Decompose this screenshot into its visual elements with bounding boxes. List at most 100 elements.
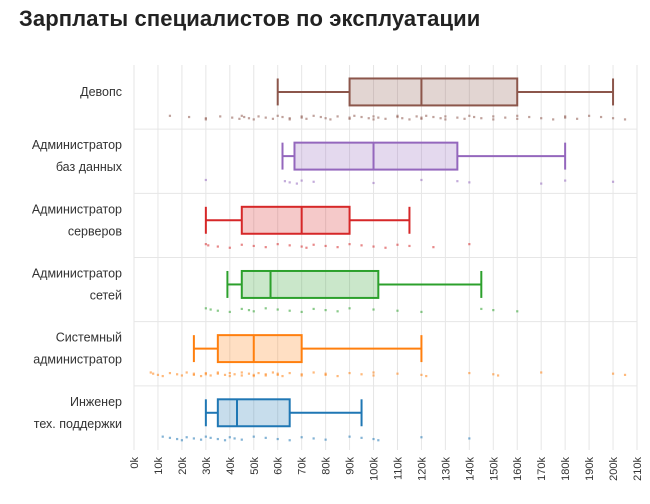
data-point	[264, 373, 267, 376]
data-point	[240, 114, 243, 117]
category-label: Администратор	[32, 138, 122, 152]
x-tick-label: 70k	[297, 457, 309, 475]
category-label: сетей	[90, 288, 122, 302]
data-point	[300, 245, 303, 248]
data-point	[540, 182, 543, 185]
x-tick-label: 170k	[536, 457, 548, 481]
data-point	[415, 115, 418, 118]
data-point	[276, 372, 279, 375]
data-point	[228, 310, 231, 314]
x-tick-label: 110k	[392, 457, 404, 481]
data-point	[209, 436, 212, 439]
data-point	[372, 245, 375, 248]
data-point	[288, 371, 291, 375]
data-point	[439, 117, 442, 120]
data-point	[185, 371, 188, 374]
data-point	[204, 373, 207, 376]
data-point	[300, 115, 303, 118]
data-point	[233, 437, 236, 440]
data-point	[300, 374, 303, 377]
data-point	[300, 116, 303, 119]
data-point	[516, 114, 519, 117]
data-point	[480, 117, 483, 120]
data-point	[480, 307, 483, 311]
iqr-box	[240, 205, 351, 235]
data-point	[252, 244, 255, 248]
data-point	[187, 115, 191, 119]
data-point	[199, 374, 203, 378]
data-point	[367, 117, 370, 120]
data-point	[425, 114, 428, 117]
data-point	[252, 118, 255, 121]
data-point	[473, 115, 476, 119]
data-point	[247, 372, 251, 375]
data-point	[233, 373, 236, 376]
data-point	[564, 179, 567, 182]
x-tick-label: 210k	[632, 457, 644, 481]
data-point	[243, 115, 246, 119]
data-point	[516, 310, 519, 313]
data-point	[336, 115, 339, 118]
data-point	[425, 374, 428, 378]
data-point	[396, 115, 399, 119]
data-point	[348, 117, 351, 120]
data-point	[468, 371, 471, 375]
data-point	[463, 117, 466, 120]
data-point	[271, 371, 275, 374]
data-point	[552, 118, 555, 121]
data-point	[209, 308, 212, 311]
x-tick-label: 200k	[608, 457, 620, 481]
data-point	[348, 435, 351, 438]
data-point	[204, 307, 207, 310]
data-point	[240, 438, 243, 441]
data-point	[247, 117, 251, 120]
data-point	[420, 116, 423, 119]
data-point	[372, 374, 375, 377]
data-point	[288, 118, 291, 121]
data-point	[257, 371, 260, 375]
data-point	[305, 117, 308, 120]
data-point	[192, 437, 195, 440]
data-point	[204, 178, 207, 182]
data-point	[281, 115, 284, 119]
data-point	[408, 118, 411, 121]
data-point	[336, 246, 339, 249]
data-point	[324, 438, 327, 441]
data-point	[228, 374, 231, 378]
data-point	[276, 308, 279, 311]
data-point	[384, 117, 387, 120]
data-point	[300, 310, 303, 314]
data-point	[348, 307, 351, 310]
category-label: серверов	[68, 224, 123, 238]
data-point	[468, 114, 471, 117]
data-point	[540, 117, 543, 120]
data-point	[238, 117, 241, 120]
x-tick-label: 40k	[225, 457, 237, 475]
category-label: Инженер	[70, 395, 122, 409]
data-point	[372, 308, 375, 311]
x-tick-label: 120k	[416, 457, 428, 481]
data-point	[623, 373, 627, 376]
data-point	[420, 117, 423, 120]
data-point	[219, 115, 222, 118]
data-point	[168, 371, 172, 375]
data-point	[288, 439, 291, 442]
data-point	[377, 439, 380, 442]
data-point	[312, 180, 315, 183]
data-point	[432, 115, 435, 119]
category-labels: Девопс Администратор баз данных Администрат…	[32, 85, 123, 431]
data-point	[420, 436, 423, 439]
data-point	[228, 371, 231, 375]
data-point	[276, 373, 279, 376]
data-point	[192, 373, 195, 376]
data-point	[252, 310, 255, 313]
data-point	[329, 118, 332, 121]
data-point	[300, 179, 303, 182]
data-point	[257, 115, 260, 118]
data-point	[216, 371, 219, 374]
data-point	[504, 116, 507, 119]
data-point	[240, 371, 243, 374]
data-point	[176, 437, 179, 441]
category-label: Девопс	[80, 85, 122, 99]
